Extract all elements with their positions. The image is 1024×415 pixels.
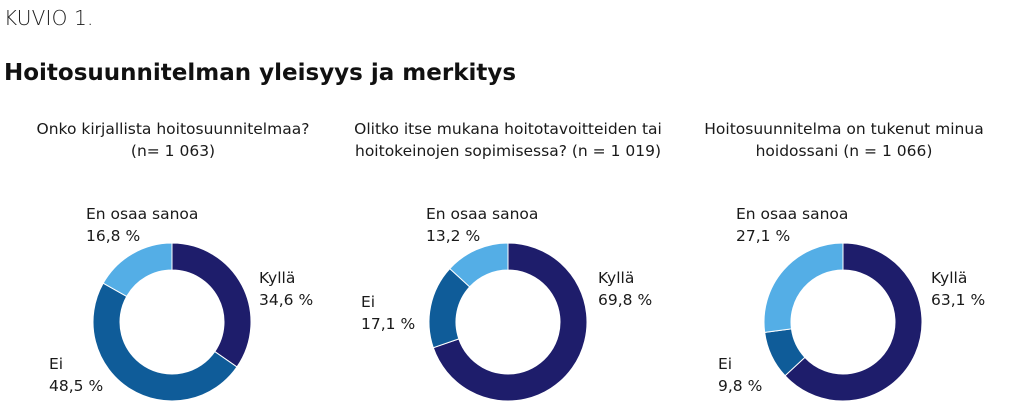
panel-title-line-2: hoitokeinojen sopimisessa? (n = 1 019) [355,142,661,160]
slice-value-label: 27,1 % [736,227,791,245]
slice-value-label: 13,2 % [426,227,481,245]
donut-panel-1: Onko kirjallista hoitosuunnitelmaa? (n= … [3,0,343,415]
legend-label-ei: Ei 17,1 % [361,291,415,335]
donut-chart [428,242,588,402]
slice-value-label: 9,8 % [718,377,763,395]
donut-slice-en-osaa-sanoa [102,242,173,298]
panel-title-line-1: Hoitosuunnitelma on tukenut minua [704,120,984,138]
category-name: Ei [49,355,64,373]
donut-chart [763,242,923,402]
legend-label-en-osaa-sanoa: En osaa sanoa 13,2 % [426,203,538,247]
category-name: Kyllä [931,269,968,287]
category-name: Ei [361,293,376,311]
legend-label-en-osaa-sanoa: En osaa sanoa 27,1 % [736,203,848,247]
panel-title: Hoitosuunnitelma on tukenut minua hoidos… [674,118,1014,162]
donut-panel-2: Olitko itse mukana hoitotavoitteiden tai… [338,0,678,415]
donut-chart [92,242,252,402]
legend-label-kylla: Kyllä 34,6 % [259,267,313,311]
category-name: Ei [718,355,733,373]
category-name: Kyllä [598,269,635,287]
slice-value-label: 69,8 % [598,291,653,309]
category-name: Kyllä [259,269,296,287]
figure-label: KUVIO 1. [4,6,94,30]
category-name: En osaa sanoa [736,205,849,223]
slice-value-label: 63,1 % [931,291,986,309]
donut-slice-kylla [432,242,588,402]
panel-title-line-2: hoidossani (n = 1 066) [755,142,933,160]
donut-panel-3: Hoitosuunnitelma on tukenut minua hoidos… [674,0,1014,415]
panel-title-line-1: Olitko itse mukana hoitotavoitteiden tai [354,120,662,138]
figure-title: Hoitosuunnitelman yleisyys ja merkitys [4,60,517,86]
legend-label-en-osaa-sanoa: En osaa sanoa 16,8 % [86,203,198,247]
legend-label-kylla: Kyllä 69,8 % [598,267,652,311]
donut-slice-kylla [784,242,923,402]
category-name: En osaa sanoa [426,205,539,223]
legend-label-kylla: Kyllä 63,1 % [931,267,985,311]
panel-title-line-2: (n= 1 063) [130,142,216,160]
donut-slice-en-osaa-sanoa [449,242,509,288]
legend-label-ei: Ei 9,8 % [718,353,762,397]
slice-value-label: 17,1 % [361,315,416,333]
donut-slice-ei [92,282,238,402]
panel-title: Olitko itse mukana hoitotavoitteiden tai… [338,118,678,162]
donut-slice-kylla [171,242,252,368]
category-name: En osaa sanoa [86,205,199,223]
slice-value-label: 34,6 % [259,291,314,309]
panel-title-line-1: Onko kirjallista hoitosuunnitelmaa? [36,120,310,138]
legend-label-ei: Ei 48,5 % [49,353,103,397]
donut-slice-en-osaa-sanoa [763,242,844,333]
slice-value-label: 16,8 % [86,227,141,245]
slice-value-label: 48,5 % [49,377,104,395]
panel-title: Onko kirjallista hoitosuunnitelmaa? (n= … [3,118,343,162]
